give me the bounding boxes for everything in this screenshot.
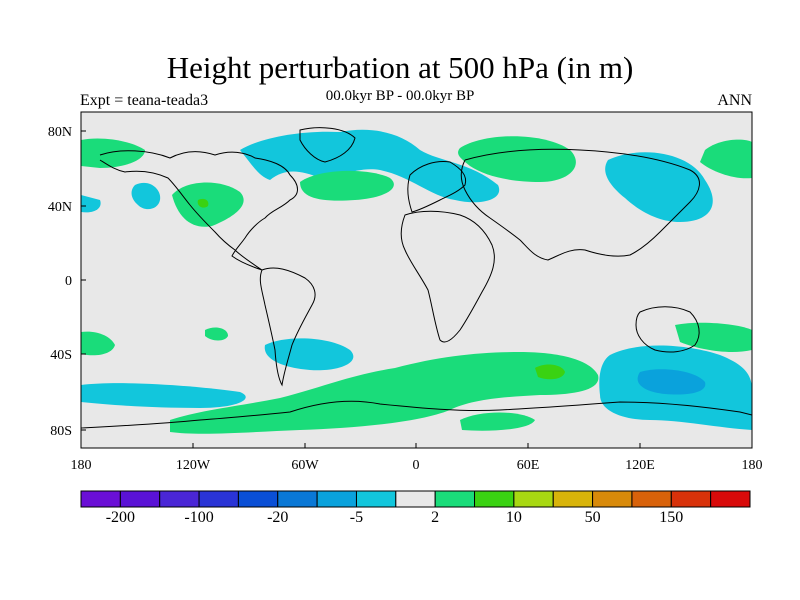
- coastline-south-america: [259, 267, 316, 387]
- colorbar-swatch: [592, 490, 633, 508]
- colorbar-swatch: [552, 490, 594, 508]
- lat-label-40N: 40N: [48, 200, 72, 215]
- contour-negative-atlantic-west: [81, 195, 101, 213]
- colorbar-swatch: [237, 490, 279, 508]
- lon-label-180e: 180: [742, 458, 763, 473]
- colorbar-swatch: [277, 490, 318, 508]
- contour-positive-eurasia: [458, 136, 576, 182]
- lon-label-60w: 60W: [291, 458, 319, 473]
- colorbar-label: -200: [106, 509, 135, 526]
- colorbar: -200 -100 -20 -5 2 10 50 150: [80, 490, 751, 526]
- plot-title: Height perturbation at 500 hPa (in m): [166, 50, 634, 85]
- colorbar-swatch: [434, 490, 476, 508]
- coastline-asia: [460, 148, 700, 261]
- lon-label-120e: 120E: [625, 458, 655, 473]
- contour-positive-southern-ocean-core: [535, 364, 565, 380]
- colorbar-swatch: [513, 490, 554, 508]
- contour-positive-antarctic-west: [460, 412, 535, 431]
- colorbar-swatch: [631, 490, 672, 508]
- contour-positive-nw: [81, 138, 145, 168]
- colorbar-label: 10: [506, 509, 522, 526]
- lat-label-0: 0: [65, 274, 72, 289]
- contour-positive-north-atlantic: [300, 170, 394, 201]
- contour-negative-south-atlantic: [81, 383, 246, 408]
- colorbar-label: -5: [350, 509, 363, 526]
- lon-label-60e: 60E: [517, 458, 540, 473]
- colorbar-label: -20: [267, 509, 288, 526]
- contour-positive-small-pacific: [205, 327, 228, 341]
- lon-label-0: 0: [413, 458, 420, 473]
- lat-label-80N: 80N: [48, 125, 72, 140]
- colorbar-swatch: [80, 490, 121, 508]
- contour-positive-ne: [700, 139, 752, 179]
- lon-label-120w: 120W: [176, 458, 211, 473]
- coastline-australia: [635, 306, 700, 353]
- colorbar-label: -100: [184, 509, 213, 526]
- contour-negative-na-west: [131, 182, 161, 210]
- lat-label-40S: 40S: [50, 348, 72, 363]
- contour-negative-pacific-north: [605, 152, 713, 222]
- contour-positive-na-pacific-core: [197, 198, 209, 208]
- contour-negative-indian-core: [637, 369, 706, 395]
- latitude-axis: 80N 40N 0 40S 80S: [48, 125, 86, 439]
- longitude-axis: 180 120W 60W 0 60E 120E 180: [71, 443, 763, 473]
- colorbar-label: 50: [585, 509, 601, 526]
- contour-positive-south-pacific: [81, 331, 115, 356]
- colorbar-swatch: [670, 490, 712, 508]
- colorbar-label: 2: [431, 509, 439, 526]
- lon-label-180w: 180: [71, 458, 92, 473]
- time-period-label: 00.0kyr BP - 00.0kyr BP: [325, 88, 475, 104]
- colorbar-swatch: [474, 490, 515, 508]
- coastline-north-america: [99, 150, 298, 271]
- coastline-antarctica: [81, 400, 752, 429]
- experiment-label: Expt = teana-teada3: [80, 92, 209, 109]
- coastline-europe: [407, 161, 467, 213]
- colorbar-swatch: [316, 490, 357, 508]
- coastline-greenland: [299, 127, 356, 163]
- lat-label-80S: 80S: [50, 424, 72, 439]
- colorbar-swatch: [710, 490, 751, 508]
- colorbar-swatch: [198, 490, 239, 508]
- coastline-africa: [400, 210, 495, 343]
- colorbar-swatch: [395, 490, 436, 508]
- colorbar-label: 150: [659, 509, 683, 526]
- season-label: ANN: [717, 92, 752, 109]
- colorbar-swatch: [355, 490, 397, 508]
- contour-positive-australia-south: [675, 322, 752, 353]
- colorbar-swatch: [119, 490, 161, 508]
- colorbar-swatch: [159, 490, 200, 508]
- coastlines: [81, 127, 752, 429]
